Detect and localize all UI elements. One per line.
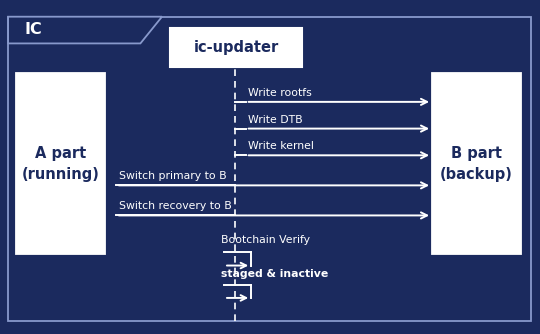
Text: Switch recovery to B: Switch recovery to B <box>119 201 232 211</box>
Text: Bootchain Verify: Bootchain Verify <box>221 235 310 245</box>
FancyBboxPatch shape <box>170 28 302 67</box>
Text: IC: IC <box>24 22 42 37</box>
Text: staged & inactive: staged & inactive <box>221 269 329 279</box>
Text: Write rootfs: Write rootfs <box>248 88 312 98</box>
FancyBboxPatch shape <box>432 73 521 254</box>
Text: B part
(backup): B part (backup) <box>440 146 513 182</box>
Text: Write DTB: Write DTB <box>248 115 303 125</box>
Text: Write kernel: Write kernel <box>248 141 314 151</box>
FancyBboxPatch shape <box>16 73 105 254</box>
Text: Switch primary to B: Switch primary to B <box>119 171 226 181</box>
Text: ic-updater: ic-updater <box>194 40 279 55</box>
Text: A part
(running): A part (running) <box>22 146 100 182</box>
Polygon shape <box>8 17 162 43</box>
